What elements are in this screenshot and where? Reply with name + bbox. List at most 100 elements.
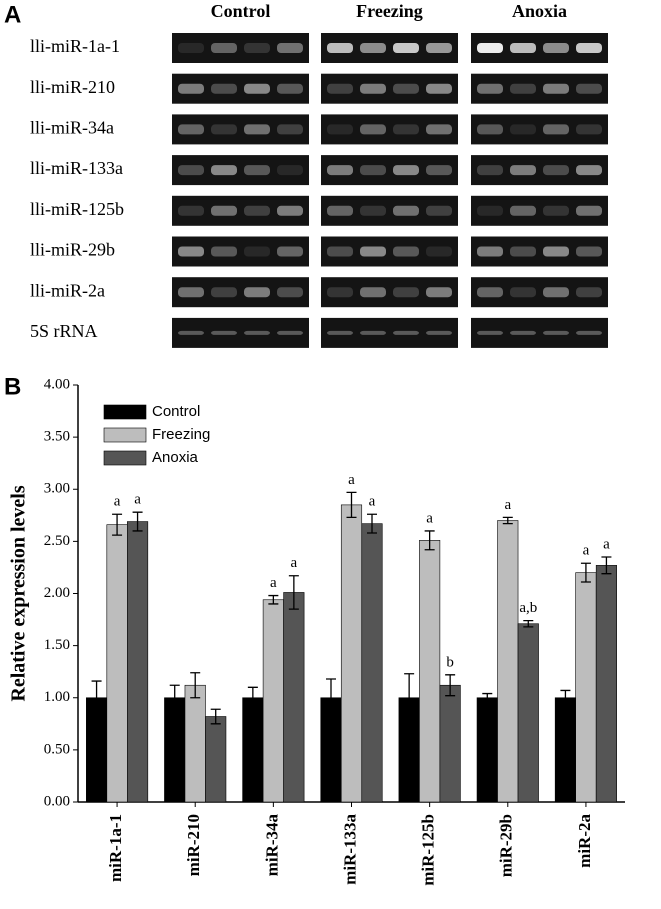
bar (361, 523, 383, 803)
gel-band (244, 246, 270, 257)
gel-band (327, 83, 353, 94)
gel-band (393, 287, 419, 298)
annotation: a (114, 494, 121, 510)
annotation: a (291, 555, 298, 571)
bar (262, 599, 284, 803)
error-bar (502, 516, 513, 525)
x-tick-label: miR-34a (262, 814, 281, 877)
x-tick-label: miR-125b (419, 814, 438, 886)
bar (554, 697, 576, 803)
group-header: Freezing (356, 1, 423, 21)
gel-band (360, 43, 386, 53)
gel-band (327, 43, 353, 53)
gel-band (244, 83, 270, 94)
gel-band (510, 165, 536, 176)
legend-label: Anoxia (152, 449, 199, 466)
annotation: a (134, 492, 141, 508)
y-axis-label: Relative expression levels (8, 485, 30, 701)
y-tick-label: 1.00 (44, 689, 70, 705)
row-label: lli-miR-34a (30, 118, 114, 138)
gel-band (277, 124, 303, 135)
gel-band (543, 287, 569, 298)
gel-band (277, 43, 303, 53)
gel-band (393, 124, 419, 135)
gel-band (393, 43, 419, 53)
legend-swatch (103, 427, 147, 443)
gel-band (178, 205, 204, 216)
row-label: lli-miR-1a-1 (30, 36, 120, 56)
legend-label: Control (152, 403, 200, 420)
gel-band (576, 287, 602, 298)
gel-band (543, 43, 569, 53)
y-tick-label: 0.50 (44, 741, 70, 757)
error-bar (445, 674, 456, 697)
legend-swatch (103, 450, 147, 466)
row-label: lli-miR-125b (30, 199, 124, 219)
row-label: lli-miR-2a (30, 280, 105, 300)
legend-label: Freezing (152, 426, 210, 443)
error-bar (580, 562, 591, 583)
y-tick-label: 2.00 (44, 585, 70, 601)
gel-band (244, 165, 270, 176)
gel-band (244, 124, 270, 135)
gel-band (543, 124, 569, 135)
group-header: Anoxia (512, 1, 567, 21)
gel-band (576, 205, 602, 216)
bar (184, 684, 206, 803)
gel-band (426, 43, 452, 53)
annotation: a (426, 510, 433, 526)
gel-band (360, 165, 386, 176)
annotation: a (603, 536, 610, 552)
gel-band (178, 165, 204, 176)
gel-band (360, 287, 386, 298)
gel-band (327, 287, 353, 298)
x-tick-label: miR-1a-1 (106, 814, 125, 882)
gel-band (277, 246, 303, 257)
gel-band (244, 205, 270, 216)
annotation: a,b (519, 600, 537, 616)
error-bar (404, 673, 415, 723)
annotation: a (348, 472, 355, 488)
gel-band (211, 287, 237, 298)
row-label: lli-miR-210 (30, 77, 115, 97)
group-header: Control (211, 1, 271, 21)
gel-band (393, 83, 419, 94)
y-tick-label: 1.50 (44, 637, 70, 653)
gel-band (244, 43, 270, 53)
bar (106, 524, 128, 803)
bar (283, 592, 305, 803)
gel-band (426, 287, 452, 298)
gel-band (510, 83, 536, 94)
gel-band (211, 205, 237, 216)
y-tick-label: 0.00 (44, 793, 70, 809)
row-label: lli-miR-133a (30, 158, 123, 178)
gel-band (477, 43, 503, 53)
gel-band (277, 83, 303, 94)
y-tick-label: 2.50 (44, 533, 70, 549)
gel-band (426, 205, 452, 216)
error-bar (424, 530, 435, 551)
legend-swatch (103, 404, 147, 420)
annotation: a (583, 543, 590, 559)
gel-band (327, 246, 353, 257)
bar (340, 504, 363, 803)
panel-label: B (4, 373, 21, 400)
gel-band (327, 205, 353, 216)
gel-band (211, 246, 237, 257)
gel-band (360, 330, 386, 335)
annotation: a (504, 497, 511, 513)
bar (595, 565, 617, 803)
gel-band (576, 124, 602, 135)
gel-band (178, 246, 204, 257)
gel-band (477, 83, 503, 94)
gel-band (211, 83, 237, 94)
gel-band (360, 124, 386, 135)
gel-band (426, 124, 452, 135)
error-bar (210, 708, 221, 725)
gel-band (360, 205, 386, 216)
bar (205, 716, 227, 803)
gel-band (360, 246, 386, 257)
gel-band (426, 330, 452, 335)
gel-band (543, 165, 569, 176)
error-bar (482, 692, 493, 703)
